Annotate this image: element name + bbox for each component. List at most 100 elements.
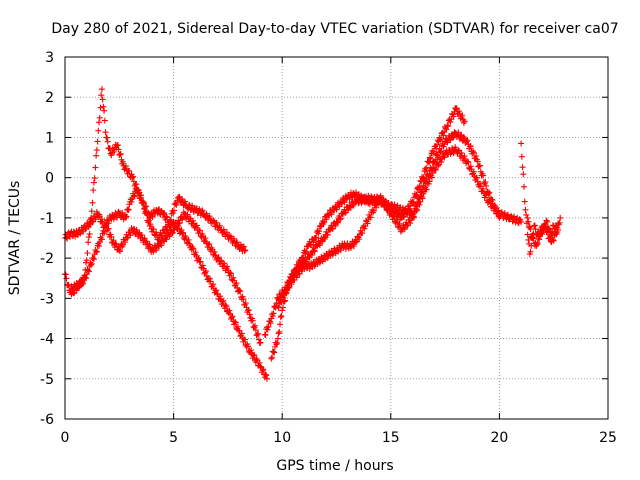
trace-point [288, 281, 295, 288]
trace-point [465, 159, 472, 166]
trace-point [128, 198, 135, 205]
data-point [257, 363, 264, 370]
trace-point [545, 225, 552, 232]
trace-point [550, 237, 557, 244]
trace-point [438, 148, 445, 155]
trace-point [520, 171, 527, 178]
trace-point [182, 198, 189, 205]
trace-point [401, 226, 408, 233]
trace-point [527, 248, 534, 255]
trace-point [197, 258, 204, 265]
trace-point [220, 226, 227, 233]
trace-point [492, 203, 499, 210]
trace-point [90, 187, 97, 194]
data-point [196, 259, 203, 266]
trace-point [170, 209, 177, 216]
trace-point [161, 209, 168, 216]
trace-point [455, 129, 462, 136]
data-point [542, 222, 549, 229]
data-point [518, 140, 525, 147]
trace-point [140, 199, 147, 206]
trace-point [234, 239, 241, 246]
y-tick-label: -2 [40, 251, 54, 267]
trace-point [95, 127, 102, 134]
trace-point [358, 199, 365, 206]
x-tick-label: 20 [490, 430, 508, 446]
trace-point [147, 221, 154, 228]
trace-point [523, 211, 530, 218]
trace-point [350, 243, 357, 250]
trace-point [184, 211, 191, 218]
trace-point [319, 238, 326, 245]
trace-point [470, 168, 477, 175]
trace-point [86, 231, 93, 238]
trace-point [87, 221, 94, 228]
trace-point [227, 270, 234, 277]
trace-point [146, 241, 153, 248]
trace-point [316, 242, 323, 249]
trace-point [116, 152, 123, 158]
trace-point [88, 260, 95, 267]
data-points [62, 86, 564, 382]
trace-point [271, 303, 278, 310]
trace-point [391, 201, 398, 208]
trace-point [426, 178, 433, 185]
trace-point [175, 223, 182, 230]
trace-point [63, 275, 70, 282]
trace-point [531, 222, 538, 229]
trace-point [222, 302, 229, 309]
data-point [279, 307, 286, 314]
trace-point [445, 123, 452, 130]
trace-point [416, 183, 423, 190]
trace-point [98, 92, 105, 99]
data-point [268, 355, 275, 362]
trace-point [124, 206, 131, 213]
trace-point [245, 307, 252, 314]
trace-point [88, 208, 95, 215]
data-point [138, 194, 145, 201]
data-point [546, 235, 553, 241]
trace-point [124, 234, 131, 241]
trace-point [508, 212, 515, 219]
trace-point [211, 248, 218, 255]
trace-point [89, 199, 96, 206]
x-tick-label: 25 [599, 430, 617, 446]
data-point [518, 218, 525, 225]
trace-point [524, 231, 531, 238]
trace-point [373, 204, 380, 211]
trace-point [248, 347, 255, 354]
trace-point [269, 313, 276, 320]
trace-point [131, 193, 138, 200]
trace-point [443, 126, 450, 133]
trace-point [96, 243, 103, 250]
trace-point [220, 297, 227, 304]
trace-point [411, 214, 418, 221]
trace-point [186, 201, 193, 208]
trace-point [229, 313, 236, 320]
trace-point [282, 289, 289, 296]
trace-point [73, 287, 80, 294]
data-point [81, 275, 88, 282]
trace-point [130, 173, 137, 180]
trace-point [206, 213, 213, 220]
trace-point [460, 133, 467, 140]
trace-point [313, 234, 320, 241]
trace-point [321, 256, 328, 263]
trace-point [126, 167, 133, 174]
trace-point [416, 201, 423, 208]
y-tick-label: -5 [40, 372, 54, 388]
trace-point [125, 206, 132, 213]
trace-point [324, 255, 331, 262]
trace-point [216, 222, 223, 229]
trace-point [103, 134, 110, 141]
trace-point [133, 226, 140, 233]
data-point [524, 214, 531, 221]
trace-point [461, 153, 468, 160]
trace-point [155, 207, 162, 214]
trace-point [252, 322, 259, 329]
trace-point [536, 236, 543, 243]
trace-point [96, 114, 103, 121]
trace-point [282, 297, 289, 304]
trace-point [138, 231, 145, 238]
